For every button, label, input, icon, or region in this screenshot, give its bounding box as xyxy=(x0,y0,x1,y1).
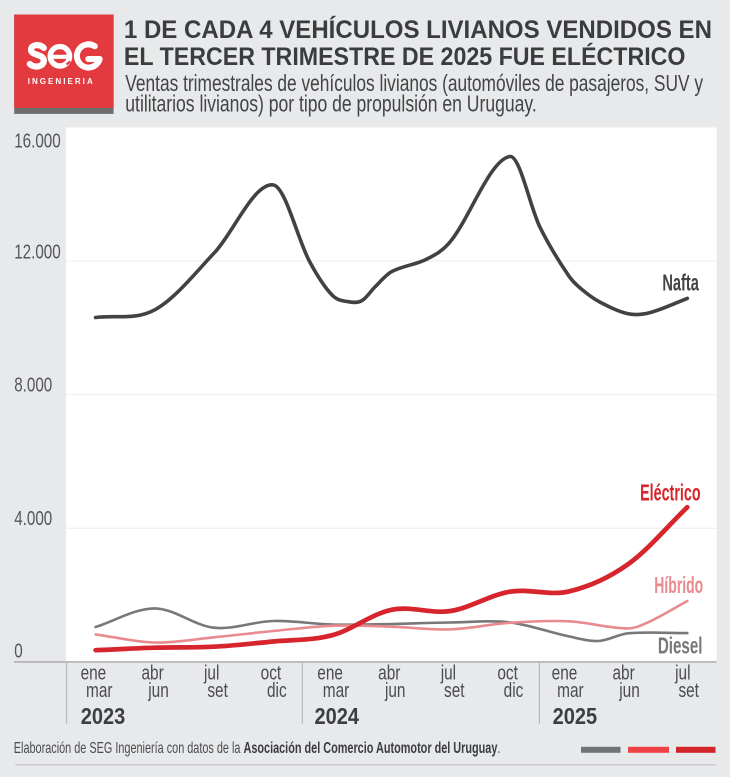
svg-text:jun: jun xyxy=(618,679,639,701)
svg-text:oct: oct xyxy=(497,661,518,683)
svg-text:oct: oct xyxy=(261,661,282,683)
svg-text:16.000: 16.000 xyxy=(14,130,61,153)
svg-text:set: set xyxy=(678,679,699,701)
svg-text:Híbrido: Híbrido xyxy=(654,574,703,599)
svg-text:2025: 2025 xyxy=(553,703,598,730)
svg-text:set: set xyxy=(207,679,228,701)
svg-text:abr: abr xyxy=(612,661,634,683)
svg-text:ene: ene xyxy=(552,661,578,683)
svg-text:INGENIERIA: INGENIERIA xyxy=(28,77,95,86)
svg-text:dic: dic xyxy=(504,679,524,701)
svg-text:set: set xyxy=(444,679,465,701)
svg-text:abr: abr xyxy=(378,661,400,683)
svg-text:Ventas trimestrales de vehícul: Ventas trimestrales de vehículos liviano… xyxy=(125,72,703,97)
svg-text:Elaboración de SEG Ingeniería: Elaboración de SEG Ingeniería con datos … xyxy=(14,739,501,757)
svg-text:0: 0 xyxy=(14,640,23,663)
svg-text:jun: jun xyxy=(384,679,405,701)
svg-text:2023: 2023 xyxy=(81,703,126,730)
svg-text:mar: mar xyxy=(323,679,350,701)
svg-text:Nafta: Nafta xyxy=(662,271,699,296)
svg-text:2024: 2024 xyxy=(315,703,360,730)
svg-text:8.000: 8.000 xyxy=(14,374,52,397)
svg-text:jul: jul xyxy=(674,661,690,683)
svg-text:jul: jul xyxy=(203,661,219,683)
svg-text:Eléctrico: Eléctrico xyxy=(640,481,701,506)
svg-text:EL TERCER TRIMESTRE DE 2025 FU: EL TERCER TRIMESTRE DE 2025 FUE ELÉCTRIC… xyxy=(124,42,686,71)
svg-text:12.000: 12.000 xyxy=(14,240,61,263)
svg-text:4.000: 4.000 xyxy=(14,507,52,530)
svg-text:jul: jul xyxy=(440,661,456,683)
svg-text:ene: ene xyxy=(317,661,343,683)
svg-text:ene: ene xyxy=(81,661,107,683)
svg-text:mar: mar xyxy=(86,679,113,701)
svg-text:utilitarios livianos) por tipo: utilitarios livianos) por tipo de propul… xyxy=(125,91,536,117)
svg-text:mar: mar xyxy=(557,679,584,701)
svg-text:jun: jun xyxy=(147,679,168,701)
svg-text:1 DE CADA 4 VEHÍCULOS LIVIANOS: 1 DE CADA 4 VEHÍCULOS LIVIANOS VENDIDOS … xyxy=(124,16,712,45)
svg-text:abr: abr xyxy=(141,661,163,683)
svg-text:Diesel: Diesel xyxy=(658,633,703,659)
svg-text:dic: dic xyxy=(267,679,287,701)
